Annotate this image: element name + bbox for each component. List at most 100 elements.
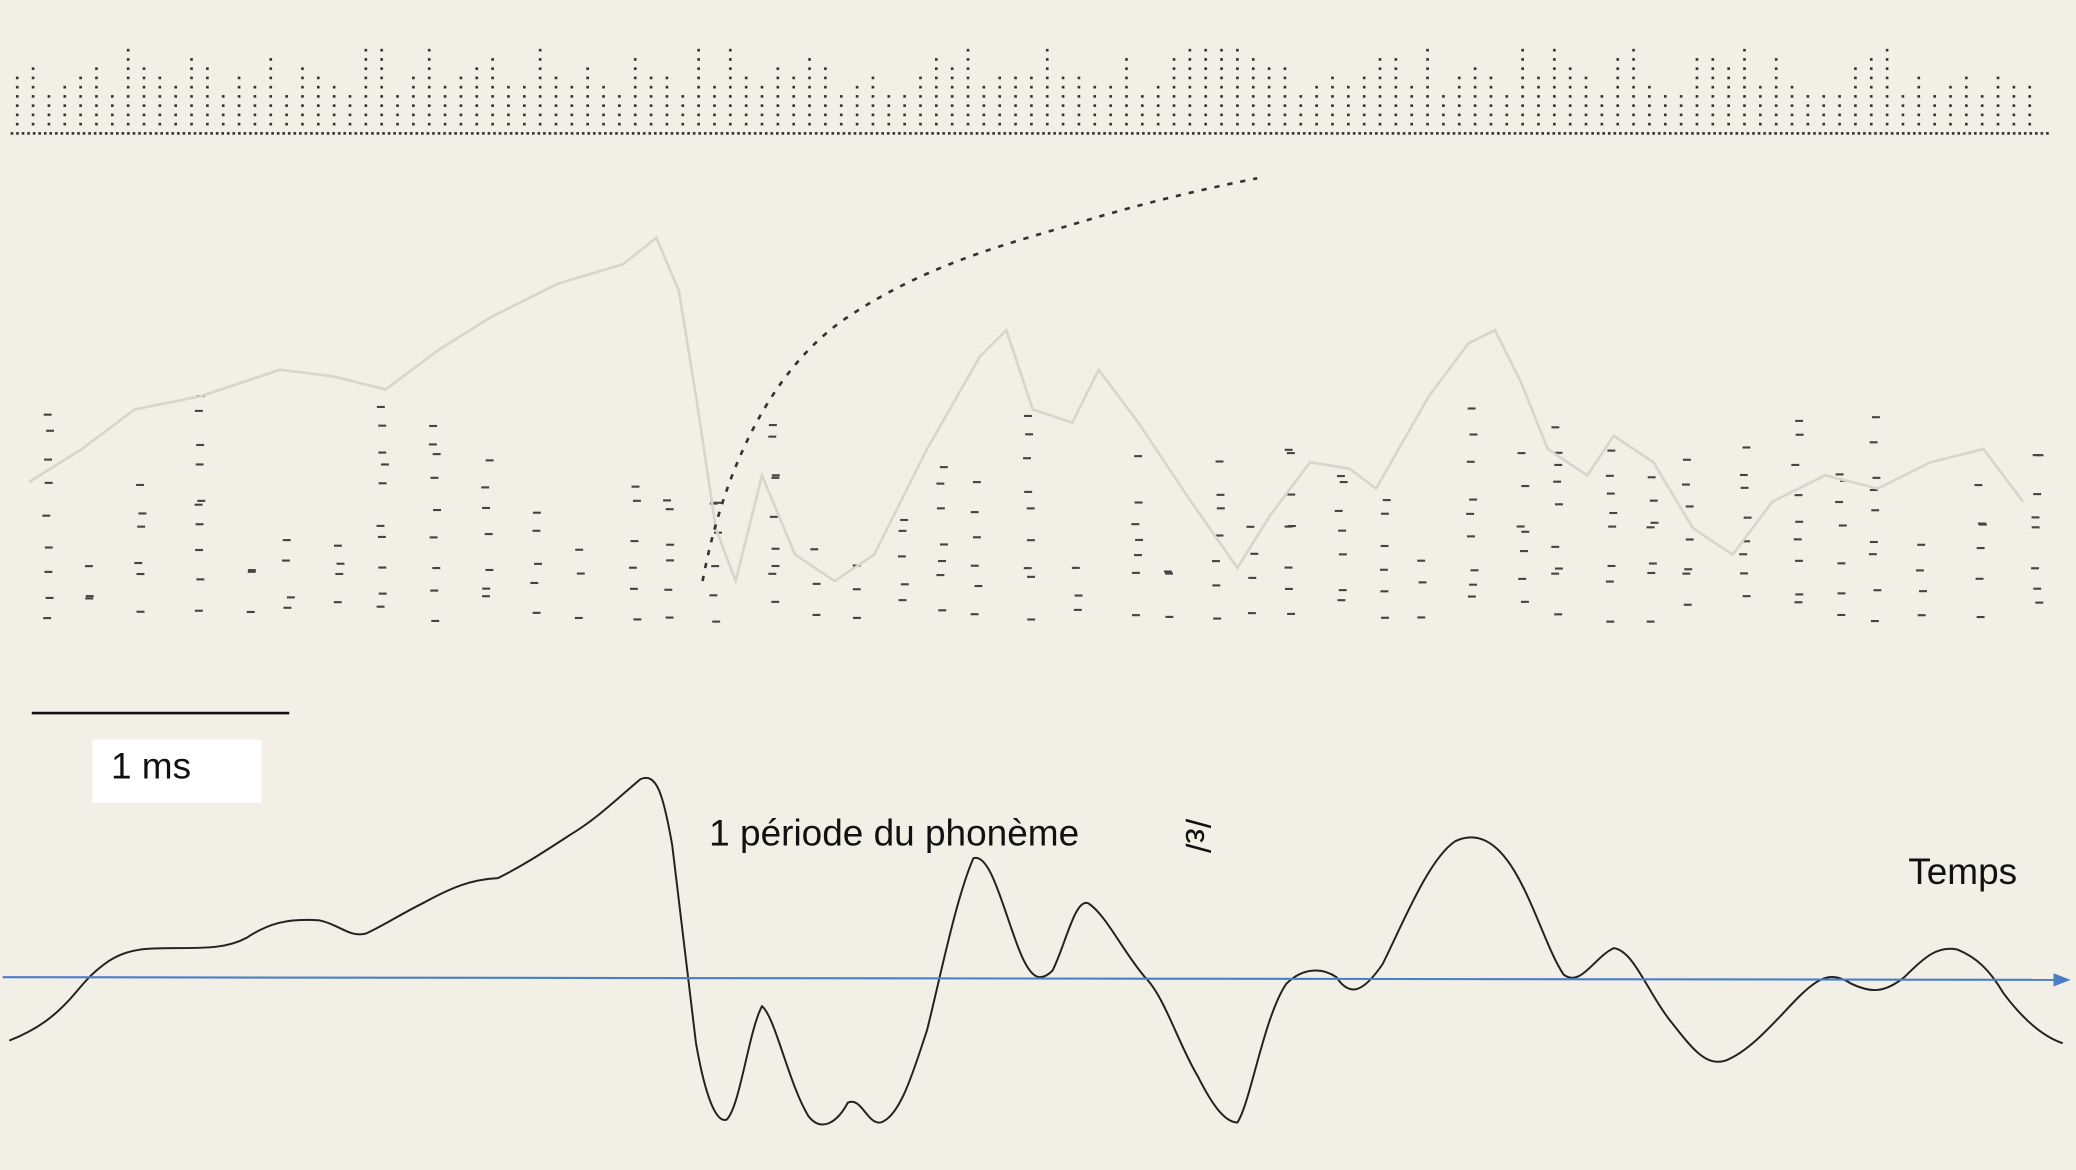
- print-mark: [772, 548, 780, 550]
- print-mark: [1711, 77, 1714, 80]
- print-mark: [249, 132, 252, 135]
- print-mark: [32, 77, 35, 80]
- print-mark: [812, 614, 820, 616]
- print-mark: [1369, 132, 1372, 135]
- print-mark: [1553, 58, 1556, 61]
- print-mark: [1225, 132, 1228, 135]
- print-mark: [333, 104, 336, 107]
- print-mark: [1891, 132, 1894, 135]
- print-mark: [915, 132, 918, 135]
- print-mark: [1299, 114, 1302, 117]
- print-mark: [399, 132, 402, 135]
- print-mark: [1740, 572, 1748, 574]
- print-mark: [539, 104, 542, 107]
- print-mark: [853, 617, 861, 619]
- print-mark: [1839, 524, 1847, 526]
- print-mark: [632, 132, 635, 135]
- print-mark: [560, 132, 563, 135]
- print-mark: [1379, 104, 1382, 107]
- print-mark: [831, 132, 834, 135]
- print-mark: [1917, 544, 1925, 546]
- print-mark: [1358, 132, 1361, 135]
- print-mark: [438, 132, 441, 135]
- print-mark: [1946, 132, 1949, 135]
- print-mark: [460, 104, 463, 107]
- print-mark: [63, 95, 66, 98]
- print-mark: [1917, 95, 1920, 98]
- print-mark: [349, 104, 352, 107]
- print-mark: [1020, 132, 1023, 135]
- print-mark: [881, 132, 884, 135]
- print-mark: [1682, 573, 1690, 575]
- print-mark: [1414, 132, 1417, 135]
- print-mark: [713, 123, 716, 126]
- print-mark: [1236, 132, 1239, 135]
- print-mark: [1664, 123, 1667, 126]
- print-mark: [971, 511, 979, 513]
- print-mark: [1683, 459, 1691, 461]
- print-mark: [1743, 86, 1746, 89]
- print-mark: [349, 114, 352, 117]
- print-mark: [1417, 560, 1425, 562]
- print-mark: [111, 95, 114, 98]
- print-mark: [1284, 86, 1287, 89]
- print-mark: [935, 86, 938, 89]
- print-mark: [44, 132, 47, 135]
- print-mark: [1135, 539, 1143, 541]
- print-mark: [44, 414, 52, 416]
- print-mark: [853, 588, 861, 590]
- print-mark: [903, 114, 906, 117]
- print-mark: [919, 123, 922, 126]
- print-mark: [876, 132, 879, 135]
- print-mark: [1949, 95, 1952, 98]
- print-mark: [1395, 123, 1398, 126]
- print-mark: [449, 132, 452, 135]
- print-mark: [1062, 77, 1065, 80]
- print-mark: [491, 77, 494, 80]
- print-mark: [432, 132, 435, 135]
- print-mark: [571, 104, 574, 107]
- print-mark: [205, 132, 208, 135]
- print-mark: [666, 86, 669, 89]
- print-mark: [269, 95, 272, 98]
- print-mark: [1530, 132, 1533, 135]
- print-mark: [539, 67, 542, 70]
- print-mark: [349, 95, 352, 98]
- print-mark: [428, 114, 431, 117]
- print-mark: [761, 123, 764, 126]
- print-mark: [1134, 455, 1142, 457]
- print-mark: [1521, 485, 1529, 487]
- print-mark: [533, 512, 541, 514]
- print-mark: [898, 132, 901, 135]
- print-mark: [1490, 114, 1493, 117]
- print-mark: [1114, 132, 1117, 135]
- print-mark: [1869, 553, 1877, 555]
- print-mark: [1552, 132, 1555, 135]
- print-mark: [1664, 95, 1667, 98]
- print-mark: [1337, 475, 1345, 477]
- print-mark: [1632, 95, 1635, 98]
- print-mark: [1299, 95, 1302, 98]
- print-mark: [317, 77, 320, 80]
- print-mark: [1616, 95, 1619, 98]
- print-mark: [349, 123, 352, 126]
- print-mark: [507, 86, 510, 89]
- print-mark: [1125, 114, 1128, 117]
- print-mark: [1553, 67, 1556, 70]
- print-mark: [745, 114, 748, 117]
- print-mark: [1046, 49, 1049, 52]
- print-mark: [1813, 132, 1816, 135]
- print-mark: [1062, 123, 1065, 126]
- print-mark: [1363, 86, 1366, 89]
- print-mark: [604, 132, 607, 135]
- print-mark: [1933, 123, 1936, 126]
- print-mark: [856, 123, 859, 126]
- print-mark: [380, 95, 383, 98]
- print-mark: [1547, 132, 1550, 135]
- print-mark: [110, 132, 113, 135]
- print-mark: [1917, 104, 1920, 107]
- print-mark: [1819, 132, 1822, 135]
- print-mark: [1059, 132, 1062, 135]
- print-mark: [196, 578, 204, 580]
- print-mark: [792, 86, 795, 89]
